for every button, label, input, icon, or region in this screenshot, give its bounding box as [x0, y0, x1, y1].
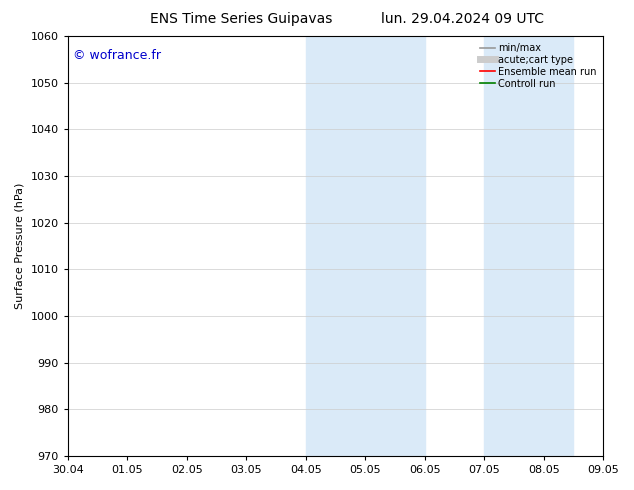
Bar: [335, 36, 425, 456]
Bar: [306, 36, 335, 456]
Text: © wofrance.fr: © wofrance.fr: [73, 49, 161, 62]
Bar: [514, 36, 573, 456]
Legend: min/max, acute;cart type, Ensemble mean run, Controll run: min/max, acute;cart type, Ensemble mean …: [476, 39, 600, 93]
Text: lun. 29.04.2024 09 UTC: lun. 29.04.2024 09 UTC: [381, 12, 545, 26]
Bar: [484, 36, 514, 456]
Y-axis label: Surface Pressure (hPa): Surface Pressure (hPa): [15, 183, 25, 309]
Text: ENS Time Series Guipavas: ENS Time Series Guipavas: [150, 12, 332, 26]
